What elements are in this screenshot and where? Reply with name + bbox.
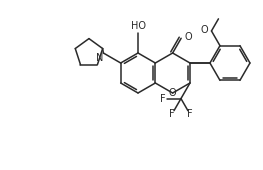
Text: N: N	[96, 53, 103, 63]
Text: F: F	[160, 94, 166, 104]
Text: F: F	[187, 109, 193, 119]
Text: O: O	[201, 25, 209, 35]
Text: O: O	[169, 88, 176, 98]
Text: O: O	[184, 32, 192, 42]
Text: HO: HO	[130, 21, 145, 31]
Text: F: F	[169, 109, 175, 119]
